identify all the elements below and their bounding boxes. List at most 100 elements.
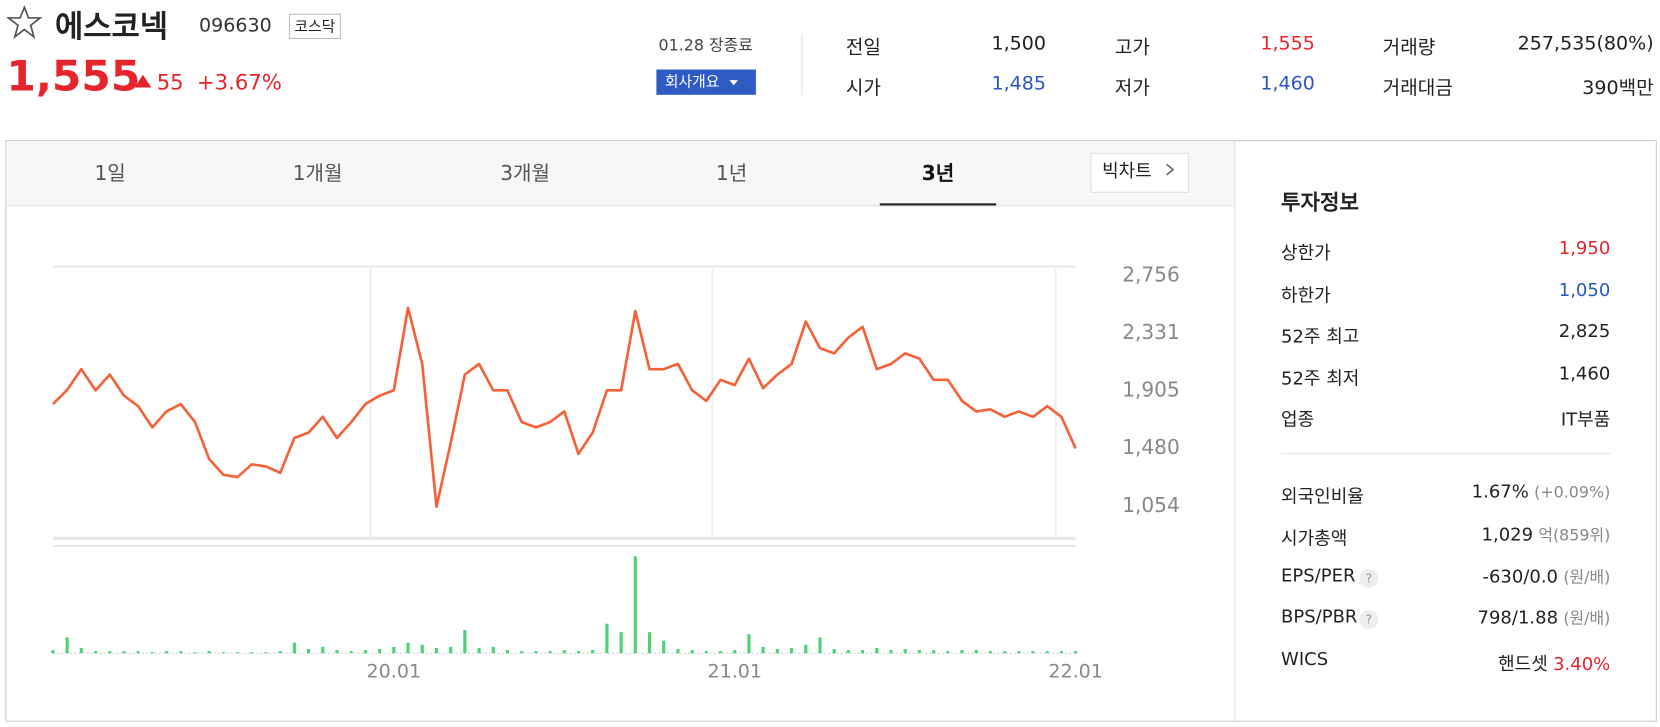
invest-value: 1.67% [1471, 481, 1529, 503]
volume-bar [846, 650, 850, 654]
y-tick-label: 2,331 [1122, 320, 1180, 344]
invest-label: 시가총액 [1281, 528, 1348, 550]
quote-label: 거래대금 [1382, 76, 1453, 100]
y-tick-label: 2,756 [1122, 262, 1180, 286]
volume-bar [704, 651, 708, 654]
volume-bar [278, 651, 282, 654]
big-chart-label: 빅차트 [1102, 161, 1152, 183]
invest-value: IT부품 [1560, 409, 1611, 431]
volume-bar [207, 651, 211, 654]
favorite-star[interactable] [6, 4, 43, 40]
market-badge: 코스닥 [289, 13, 341, 39]
tab[interactable]: 1일 [94, 162, 126, 186]
invest-label: 하한가 [1281, 284, 1331, 307]
tab-underline [879, 203, 997, 206]
volume-bar [818, 637, 822, 654]
price: 1,555 [6, 52, 141, 102]
volume-bar [122, 651, 126, 654]
volume-bar [221, 652, 225, 654]
chart-box [5, 140, 1657, 722]
quote-label: 전일 [845, 36, 881, 60]
volume-bar [378, 649, 382, 654]
volume-bar [548, 651, 552, 654]
volume-bar [946, 651, 950, 654]
volume-bar [761, 646, 765, 654]
volume-bar [875, 647, 879, 654]
invest-label: 상한가 [1281, 243, 1331, 265]
invest-label: 업종 [1281, 409, 1315, 431]
volume-bar [505, 650, 510, 654]
tab[interactable]: 3개월 [500, 162, 551, 186]
x-tick-label: 20.01 [367, 661, 422, 683]
volume-bar [889, 650, 893, 654]
volume-bar [1003, 651, 1007, 654]
volume-bar [51, 650, 55, 654]
volume-bar [676, 649, 680, 654]
market-date: 01.28 장종료 [658, 35, 753, 55]
invest-value: 핸드셋 [1498, 654, 1548, 676]
invest-value-box: 핸드셋 3.40% [1293, 649, 1611, 676]
invest-title: 투자정보 [1281, 189, 1359, 215]
panel-divider [1234, 141, 1236, 721]
company-button-label: 회사개요 [664, 73, 720, 91]
invest-value: 1,050 [1558, 279, 1611, 301]
quote-label: 고가 [1114, 36, 1150, 60]
invest-value: 1,950 [1558, 238, 1611, 260]
tab[interactable]: 3년 [921, 162, 955, 186]
invest-label: EPS/PER [1281, 565, 1356, 587]
quote-value: 390백만 [1582, 76, 1654, 100]
stock-name: 에스코넥 [55, 8, 169, 45]
volume-bar [1045, 651, 1049, 654]
invest-note: (원/배) [1563, 567, 1611, 587]
chevron [1166, 163, 1175, 176]
y-tick-label: 1,480 [1122, 435, 1180, 459]
volume-bar [434, 647, 439, 654]
volume-bar [988, 651, 993, 654]
volume-bar [477, 647, 481, 654]
volume-bar [576, 651, 581, 654]
volume-bar [264, 652, 268, 654]
volume-bar [520, 651, 524, 654]
invest-value: 2,825 [1558, 321, 1611, 343]
volume-bar [321, 646, 325, 654]
price-chart: 2,756 2,331 1,905 1,480 1,054 20.01 21.01 22.01 [51, 262, 1180, 683]
volume-bar [903, 649, 907, 654]
separator [801, 33, 803, 95]
volume-bar [718, 651, 723, 654]
invest-note: 3.40% [1553, 654, 1611, 676]
quote-label: 거래량 [1382, 36, 1436, 60]
invest-value: 1,460 [1558, 362, 1611, 385]
invest-label: WICS [1281, 649, 1329, 671]
quote-label: 저가 [1114, 76, 1150, 100]
volume-bar [591, 650, 595, 654]
volume-bar [804, 644, 808, 654]
volume-bar [534, 651, 538, 654]
y-tick-label: 1,905 [1122, 378, 1180, 402]
volume-bar [79, 647, 83, 654]
big-chart-button[interactable]: 빅차트 [1090, 152, 1189, 193]
x-tick-label: 22.01 [1048, 661, 1103, 683]
company-button[interactable]: 회사개요 [656, 69, 756, 95]
volume-bar [292, 642, 296, 654]
tab[interactable]: 1개월 [292, 162, 343, 186]
invest-label: 52주 최저 [1281, 368, 1360, 390]
change-pct: +3.67% [196, 69, 282, 95]
volume-bar [392, 646, 396, 654]
up-arrow [134, 74, 152, 88]
quote-value: 1,555 [1260, 32, 1315, 55]
quote-label: 시가 [845, 76, 881, 100]
volume-bar [108, 651, 112, 654]
invest-value: 1,029 [1481, 524, 1534, 546]
volume-bar [349, 651, 353, 654]
invest-label: 외국인비율 [1281, 486, 1364, 508]
volume-bar [775, 649, 779, 654]
volume-bar [136, 651, 140, 654]
volume-bar [335, 650, 339, 654]
invest-value-box: 798/1.88 (원/배) [1293, 607, 1611, 629]
volume-bar [789, 647, 794, 654]
volume-bar [406, 642, 410, 654]
tab[interactable]: 1년 [715, 162, 748, 186]
invest-note: 억(859위) [1538, 525, 1611, 545]
quote-value: 257,535(80%) [1517, 32, 1654, 55]
